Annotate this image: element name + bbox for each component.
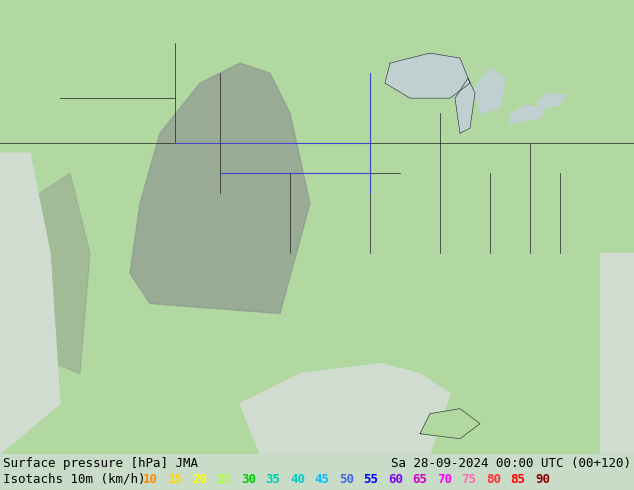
Text: 20: 20 [192, 473, 207, 486]
Text: 85: 85 [510, 473, 526, 486]
Text: 30: 30 [241, 473, 256, 486]
Text: Isotachs 10m (km/h): Isotachs 10m (km/h) [3, 473, 145, 486]
Text: Surface pressure [hPa] JMA: Surface pressure [hPa] JMA [3, 457, 198, 470]
Text: 50: 50 [339, 473, 354, 486]
Text: 80: 80 [486, 473, 501, 486]
Text: 90: 90 [535, 473, 550, 486]
Text: 10: 10 [143, 473, 158, 486]
Polygon shape [385, 53, 470, 98]
Text: 60: 60 [388, 473, 403, 486]
Polygon shape [538, 93, 565, 108]
Polygon shape [600, 253, 634, 454]
Text: Sa 28-09-2024 00:00 UTC (00+120): Sa 28-09-2024 00:00 UTC (00+120) [391, 457, 631, 470]
Polygon shape [475, 68, 505, 113]
Text: 45: 45 [314, 473, 330, 486]
Polygon shape [130, 63, 310, 314]
Polygon shape [240, 364, 450, 454]
Polygon shape [510, 105, 545, 123]
Text: 35: 35 [266, 473, 280, 486]
Polygon shape [455, 78, 475, 133]
Text: 40: 40 [290, 473, 305, 486]
Polygon shape [20, 173, 90, 373]
Text: 70: 70 [437, 473, 452, 486]
Text: 65: 65 [413, 473, 427, 486]
Text: 15: 15 [167, 473, 183, 486]
Text: 75: 75 [462, 473, 477, 486]
Text: 55: 55 [363, 473, 378, 486]
Text: 25: 25 [216, 473, 231, 486]
Polygon shape [0, 153, 60, 454]
Polygon shape [420, 409, 480, 439]
